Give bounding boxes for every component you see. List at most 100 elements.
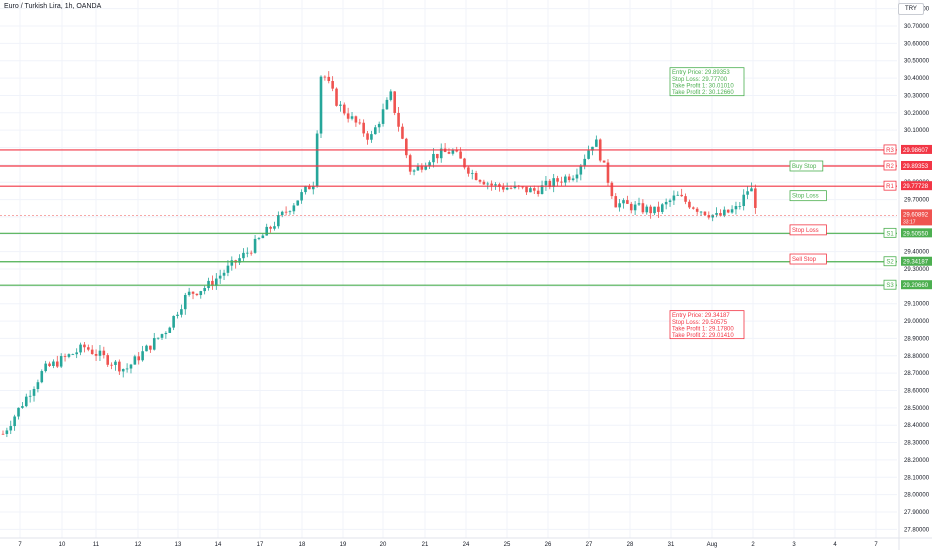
candle-body [110, 364, 113, 366]
last-price-countdown: 33:17 [903, 219, 916, 225]
candle-body [315, 133, 319, 187]
candle-body [695, 208, 699, 212]
symbol-title[interactable]: Euro / Turkish Lira, 1h, OANDA [4, 3, 102, 10]
candle-body [180, 309, 183, 315]
candle-body [335, 88, 338, 106]
candle-body [525, 186, 528, 193]
candle-body [75, 352, 78, 355]
candle-body [214, 278, 218, 286]
candle-body [614, 196, 618, 208]
candle-body [342, 104, 346, 114]
candle-body [622, 200, 625, 204]
candle-body [346, 113, 350, 119]
candle-body [273, 226, 276, 229]
candle-body [618, 203, 621, 208]
x-tick-label: 18 [299, 542, 306, 548]
candle-body [490, 183, 493, 186]
candle-body [556, 178, 559, 182]
y-tick-label: 30.20000 [904, 111, 930, 117]
candle-body [222, 272, 226, 276]
annotation-label: Buy Stop [792, 164, 817, 170]
candle-body [509, 187, 513, 189]
candle-body [591, 146, 594, 151]
candle-body [684, 196, 687, 202]
candle-body [280, 211, 284, 216]
candle-body [715, 213, 718, 215]
candle-body [579, 165, 583, 175]
y-tick-label: 29.00000 [904, 319, 930, 325]
y-tick-label: 29.70000 [904, 198, 930, 204]
y-tick-label: 27.80000 [904, 527, 930, 533]
candle-body [657, 206, 660, 212]
candle-body [439, 148, 443, 159]
candle-body [385, 99, 389, 110]
level-price-badge [901, 181, 932, 191]
candle-body [587, 150, 590, 159]
candle-body [246, 252, 249, 254]
candle-body [463, 158, 466, 168]
currency-button[interactable]: TRY [898, 3, 924, 15]
candle-body [467, 167, 470, 174]
candle-body [218, 275, 222, 279]
candle-body [59, 356, 63, 367]
candle-body [152, 338, 156, 350]
x-tick-label: 26 [545, 542, 552, 548]
candle-body [67, 354, 71, 357]
candle-body [602, 160, 606, 163]
last-price: 29.60892 [903, 212, 929, 218]
candle-body [668, 200, 672, 202]
candle-body [595, 139, 598, 147]
info-box-line: Take Profit 1: 29.17800 [672, 326, 734, 332]
candle-body [750, 188, 753, 192]
candle-body [397, 112, 400, 127]
level-price-badge [901, 144, 932, 154]
candle-body [211, 280, 214, 286]
x-tick-label: 3 [792, 542, 796, 548]
candle-body [664, 201, 668, 205]
candle-body [183, 294, 187, 310]
level-tag-s3 [883, 279, 897, 290]
candle-body [284, 211, 288, 213]
candle-body [424, 166, 428, 170]
candle-body [87, 347, 90, 350]
candle-body [571, 178, 575, 181]
x-tick-label: 7 [874, 542, 878, 548]
candle-body [428, 162, 431, 167]
candle-body [373, 127, 377, 135]
candle-body [149, 345, 152, 350]
candle-body [261, 235, 265, 239]
level-price: 29.77728 [903, 184, 929, 190]
candle-body [102, 350, 106, 356]
x-tick-label: 4 [833, 542, 837, 548]
candle-body [726, 209, 730, 213]
candle-body [141, 351, 144, 361]
candle-body [98, 350, 102, 356]
candle-body [478, 180, 482, 182]
level-price-badge [901, 280, 932, 290]
info-box-line: Take Profit 1: 30.01010 [672, 83, 734, 89]
candle-body [754, 188, 757, 208]
candle-body [575, 174, 579, 179]
annotation-box [789, 224, 827, 236]
level-name: S3 [886, 283, 894, 289]
candle-body [393, 91, 396, 113]
x-tick-label: 24 [463, 542, 470, 548]
candle-body [416, 166, 420, 171]
candle-body [253, 238, 257, 253]
candle-body [719, 213, 722, 216]
candle-body [5, 430, 9, 434]
x-tick-label: 28 [627, 542, 634, 548]
candle-body [164, 332, 168, 335]
candle-body [688, 201, 691, 208]
candle-body [350, 116, 354, 119]
candle-body [560, 181, 563, 183]
candle-body [377, 123, 381, 128]
y-tick-label: 28.60000 [904, 388, 930, 394]
candle-body [44, 363, 47, 372]
candle-body [238, 258, 241, 263]
candle-body [451, 150, 455, 154]
candle-body [389, 91, 393, 100]
x-tick-label: 25 [504, 542, 511, 548]
candle-body [529, 188, 532, 193]
